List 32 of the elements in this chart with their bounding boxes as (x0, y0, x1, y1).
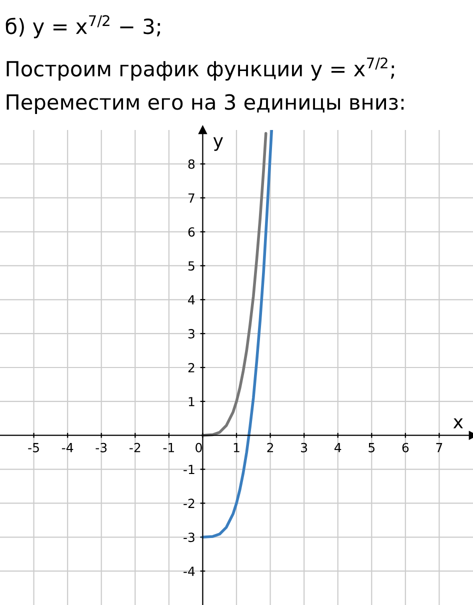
y-tick-label: 1 (188, 397, 194, 406)
x-tick-label: 4 (334, 443, 342, 452)
y-tick-label: 7 (188, 193, 194, 203)
x-tick-label: 2 (267, 442, 274, 452)
x-tick-label: 3 (301, 442, 308, 452)
chart-subtitle: Построим график функции y = x$^{7/2}$; (6, 57, 394, 81)
line-series (201, 132, 268, 437)
y-tick-label: 6 (188, 227, 195, 237)
y-tick-label: -1 (184, 464, 194, 474)
x-tick-label: 5 (368, 443, 375, 452)
x-tick-label: -3 (96, 442, 107, 452)
x-tick-label: 1 (234, 443, 240, 452)
y-tick-label: 5 (188, 261, 194, 271)
y-tick-label: 4 (188, 295, 195, 304)
chart-title: б) y = x$^{7/2}$ − 3; (6, 15, 160, 38)
line-series (201, 130, 274, 539)
y-tick-label: -4 (184, 566, 195, 576)
y-tick-label: -3 (184, 532, 194, 542)
x-tick-label: -2 (130, 442, 140, 452)
y-tick-label: 8 (188, 159, 195, 169)
y-axis-title: y (213, 137, 223, 151)
x-tick-label: 7 (436, 443, 442, 452)
x-tick-label: -5 (28, 443, 39, 452)
y-tick-label: -2 (184, 498, 194, 508)
x-tick-label: -1 (163, 443, 174, 452)
text: Переместим его на 3 единицы вниз: (6, 94, 404, 114)
x-tick-label: -4 (62, 443, 74, 452)
x-tick-label: 0 (196, 442, 202, 452)
y-tick-label: 3 (188, 329, 194, 338)
x-axis-title: x (453, 418, 463, 428)
y-tick-label: 2 (188, 362, 194, 372)
x-tick-label: 6 (402, 442, 409, 452)
